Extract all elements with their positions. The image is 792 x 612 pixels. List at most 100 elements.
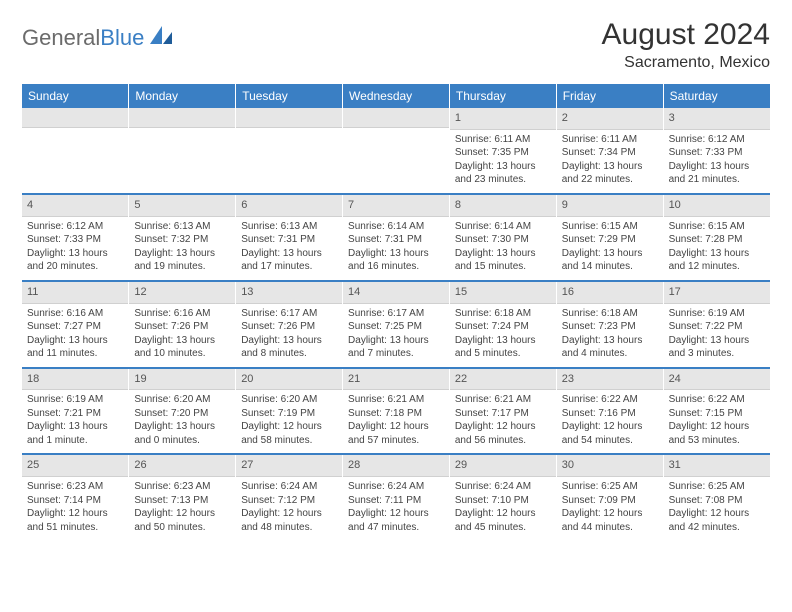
day-cell-body: Sunrise: 6:21 AMSunset: 7:17 PMDaylight:… xyxy=(449,390,556,454)
daylight-line: and 54 minutes. xyxy=(562,434,658,448)
day-body: Sunrise: 6:14 AMSunset: 7:31 PMDaylight:… xyxy=(343,217,449,280)
daylight-line: and 23 minutes. xyxy=(455,173,551,187)
day-cell-num: 10 xyxy=(663,195,770,217)
day-cell-num: 22 xyxy=(449,369,556,391)
day-cell-num: 14 xyxy=(343,282,450,304)
day-body xyxy=(236,130,342,188)
daylight-line: Daylight: 13 hours xyxy=(348,334,444,348)
day-number: 3 xyxy=(664,108,770,130)
day-cell-num: 27 xyxy=(236,455,343,477)
week-daynum-row: 18192021222324 xyxy=(22,369,770,391)
daylight-line: and 3 minutes. xyxy=(669,347,765,361)
day-cell-num xyxy=(22,108,129,130)
sunrise-line: Sunrise: 6:21 AM xyxy=(455,393,551,407)
day-cell-body: Sunrise: 6:25 AMSunset: 7:08 PMDaylight:… xyxy=(663,477,770,540)
day-number: 25 xyxy=(22,455,128,477)
day-number: 27 xyxy=(236,455,342,477)
day-cell-num: 7 xyxy=(343,195,450,217)
weekday-header: Sunday xyxy=(22,84,129,108)
daylight-line: Daylight: 13 hours xyxy=(669,160,765,174)
day-number: 19 xyxy=(129,369,235,391)
weekday-header: Friday xyxy=(556,84,663,108)
daylight-line: and 42 minutes. xyxy=(669,521,765,535)
day-body: Sunrise: 6:25 AMSunset: 7:09 PMDaylight:… xyxy=(557,477,663,540)
daylight-line: and 22 minutes. xyxy=(562,173,658,187)
day-cell-body: Sunrise: 6:25 AMSunset: 7:09 PMDaylight:… xyxy=(556,477,663,540)
day-number: 10 xyxy=(664,195,770,217)
day-number: 6 xyxy=(236,195,342,217)
day-cell-num: 26 xyxy=(129,455,236,477)
daylight-line: and 48 minutes. xyxy=(241,521,337,535)
week-daynum-row: 45678910 xyxy=(22,195,770,217)
daylight-line: and 1 minute. xyxy=(27,434,123,448)
daylight-line: Daylight: 12 hours xyxy=(348,420,444,434)
sunset-line: Sunset: 7:20 PM xyxy=(134,407,230,421)
day-number xyxy=(129,108,235,128)
daylight-line: and 57 minutes. xyxy=(348,434,444,448)
day-cell-num: 17 xyxy=(663,282,770,304)
day-cell-num: 15 xyxy=(449,282,556,304)
daylight-line: Daylight: 13 hours xyxy=(562,160,658,174)
day-number: 22 xyxy=(450,369,556,391)
day-cell-num xyxy=(129,108,236,130)
day-number xyxy=(236,108,342,128)
daylight-line: and 4 minutes. xyxy=(562,347,658,361)
sunrise-line: Sunrise: 6:14 AM xyxy=(455,220,551,234)
logo-word1: General xyxy=(22,25,100,50)
daylight-line: Daylight: 12 hours xyxy=(562,507,658,521)
daylight-line: and 17 minutes. xyxy=(241,260,337,274)
week-daybody-row: Sunrise: 6:16 AMSunset: 7:27 PMDaylight:… xyxy=(22,304,770,368)
daylight-line: and 21 minutes. xyxy=(669,173,765,187)
day-body: Sunrise: 6:24 AMSunset: 7:10 PMDaylight:… xyxy=(450,477,556,540)
day-number: 24 xyxy=(664,369,770,391)
header: GeneralBlue August 2024 Sacramento, Mexi… xyxy=(22,18,770,72)
day-cell-body: Sunrise: 6:14 AMSunset: 7:30 PMDaylight:… xyxy=(449,217,556,281)
day-cell-num: 31 xyxy=(663,455,770,477)
day-cell-body xyxy=(236,130,343,194)
day-number: 9 xyxy=(557,195,663,217)
day-number: 26 xyxy=(129,455,235,477)
daylight-line: and 12 minutes. xyxy=(669,260,765,274)
day-cell-num xyxy=(343,108,450,130)
sail-icon xyxy=(148,24,174,51)
day-cell-body: Sunrise: 6:18 AMSunset: 7:24 PMDaylight:… xyxy=(449,304,556,368)
daylight-line: Daylight: 13 hours xyxy=(348,247,444,261)
week-daybody-row: Sunrise: 6:23 AM Sunset: 7:14 PM Daylight:… xyxy=(22,477,770,540)
daylight-line: and 58 minutes. xyxy=(241,434,337,448)
sunset-line: Sunset: 7:16 PM xyxy=(562,407,658,421)
day-cell-num xyxy=(236,108,343,130)
sunrise-line: Sunrise: 6:15 AM xyxy=(669,220,765,234)
week-daybody-row: Sunrise: 6:12 AMSunset: 7:33 PMDaylight:… xyxy=(22,217,770,281)
day-number: 4 xyxy=(22,195,128,217)
day-cell-body: Sunrise: 6:17 AMSunset: 7:26 PMDaylight:… xyxy=(236,304,343,368)
sunrise-line: Sunrise: 6:18 AM xyxy=(455,307,551,321)
daylight-line: Daylight: 13 hours xyxy=(134,247,230,261)
sunrise-line: Sunrise: 6:20 AM xyxy=(134,393,230,407)
daylight-line: and 19 minutes. xyxy=(134,260,230,274)
day-body: Sunrise: 6:11 AMSunset: 7:34 PMDaylight:… xyxy=(557,130,663,193)
day-cell-body: Sunrise: 6:21 AMSunset: 7:18 PMDaylight:… xyxy=(343,390,450,454)
day-cell-body: Sunrise: 6:24 AMSunset: 7:11 PMDaylight:… xyxy=(343,477,450,540)
sunset-line: Sunset: 7:22 PM xyxy=(669,320,765,334)
week-daynum-row: 25262728293031 xyxy=(22,455,770,477)
daylight-line: and 8 minutes. xyxy=(241,347,337,361)
sunrise-line: Sunrise: 6:23 AM xyxy=(134,480,230,494)
sunset-line: Sunset: 7:14 PM xyxy=(27,494,123,508)
sunrise-line: Sunrise: 6:24 AM xyxy=(348,480,444,494)
day-body: Sunrise: 6:16 AMSunset: 7:27 PMDaylight:… xyxy=(22,304,128,367)
day-body: Sunrise: 6:24 AMSunset: 7:11 PMDaylight:… xyxy=(343,477,449,540)
sunrise-line: Sunrise: 6:16 AM xyxy=(134,307,230,321)
day-cell-num: 25 xyxy=(22,455,129,477)
sunrise-line: Sunrise: 6:16 AM xyxy=(27,307,123,321)
daylight-line: and 15 minutes. xyxy=(455,260,551,274)
sunset-line: Sunset: 7:21 PM xyxy=(27,407,123,421)
location: Sacramento, Mexico xyxy=(602,54,770,72)
day-body: Sunrise: 6:20 AMSunset: 7:19 PMDaylight:… xyxy=(236,390,342,453)
day-cell-body: Sunrise: 6:17 AMSunset: 7:25 PMDaylight:… xyxy=(343,304,450,368)
day-cell-num: 3 xyxy=(663,108,770,130)
day-number: 7 xyxy=(343,195,449,217)
day-body: Sunrise: 6:14 AMSunset: 7:30 PMDaylight:… xyxy=(450,217,556,280)
day-number: 30 xyxy=(557,455,663,477)
sunrise-line: Sunrise: 6:18 AM xyxy=(562,307,658,321)
daylight-line: Daylight: 13 hours xyxy=(241,247,337,261)
